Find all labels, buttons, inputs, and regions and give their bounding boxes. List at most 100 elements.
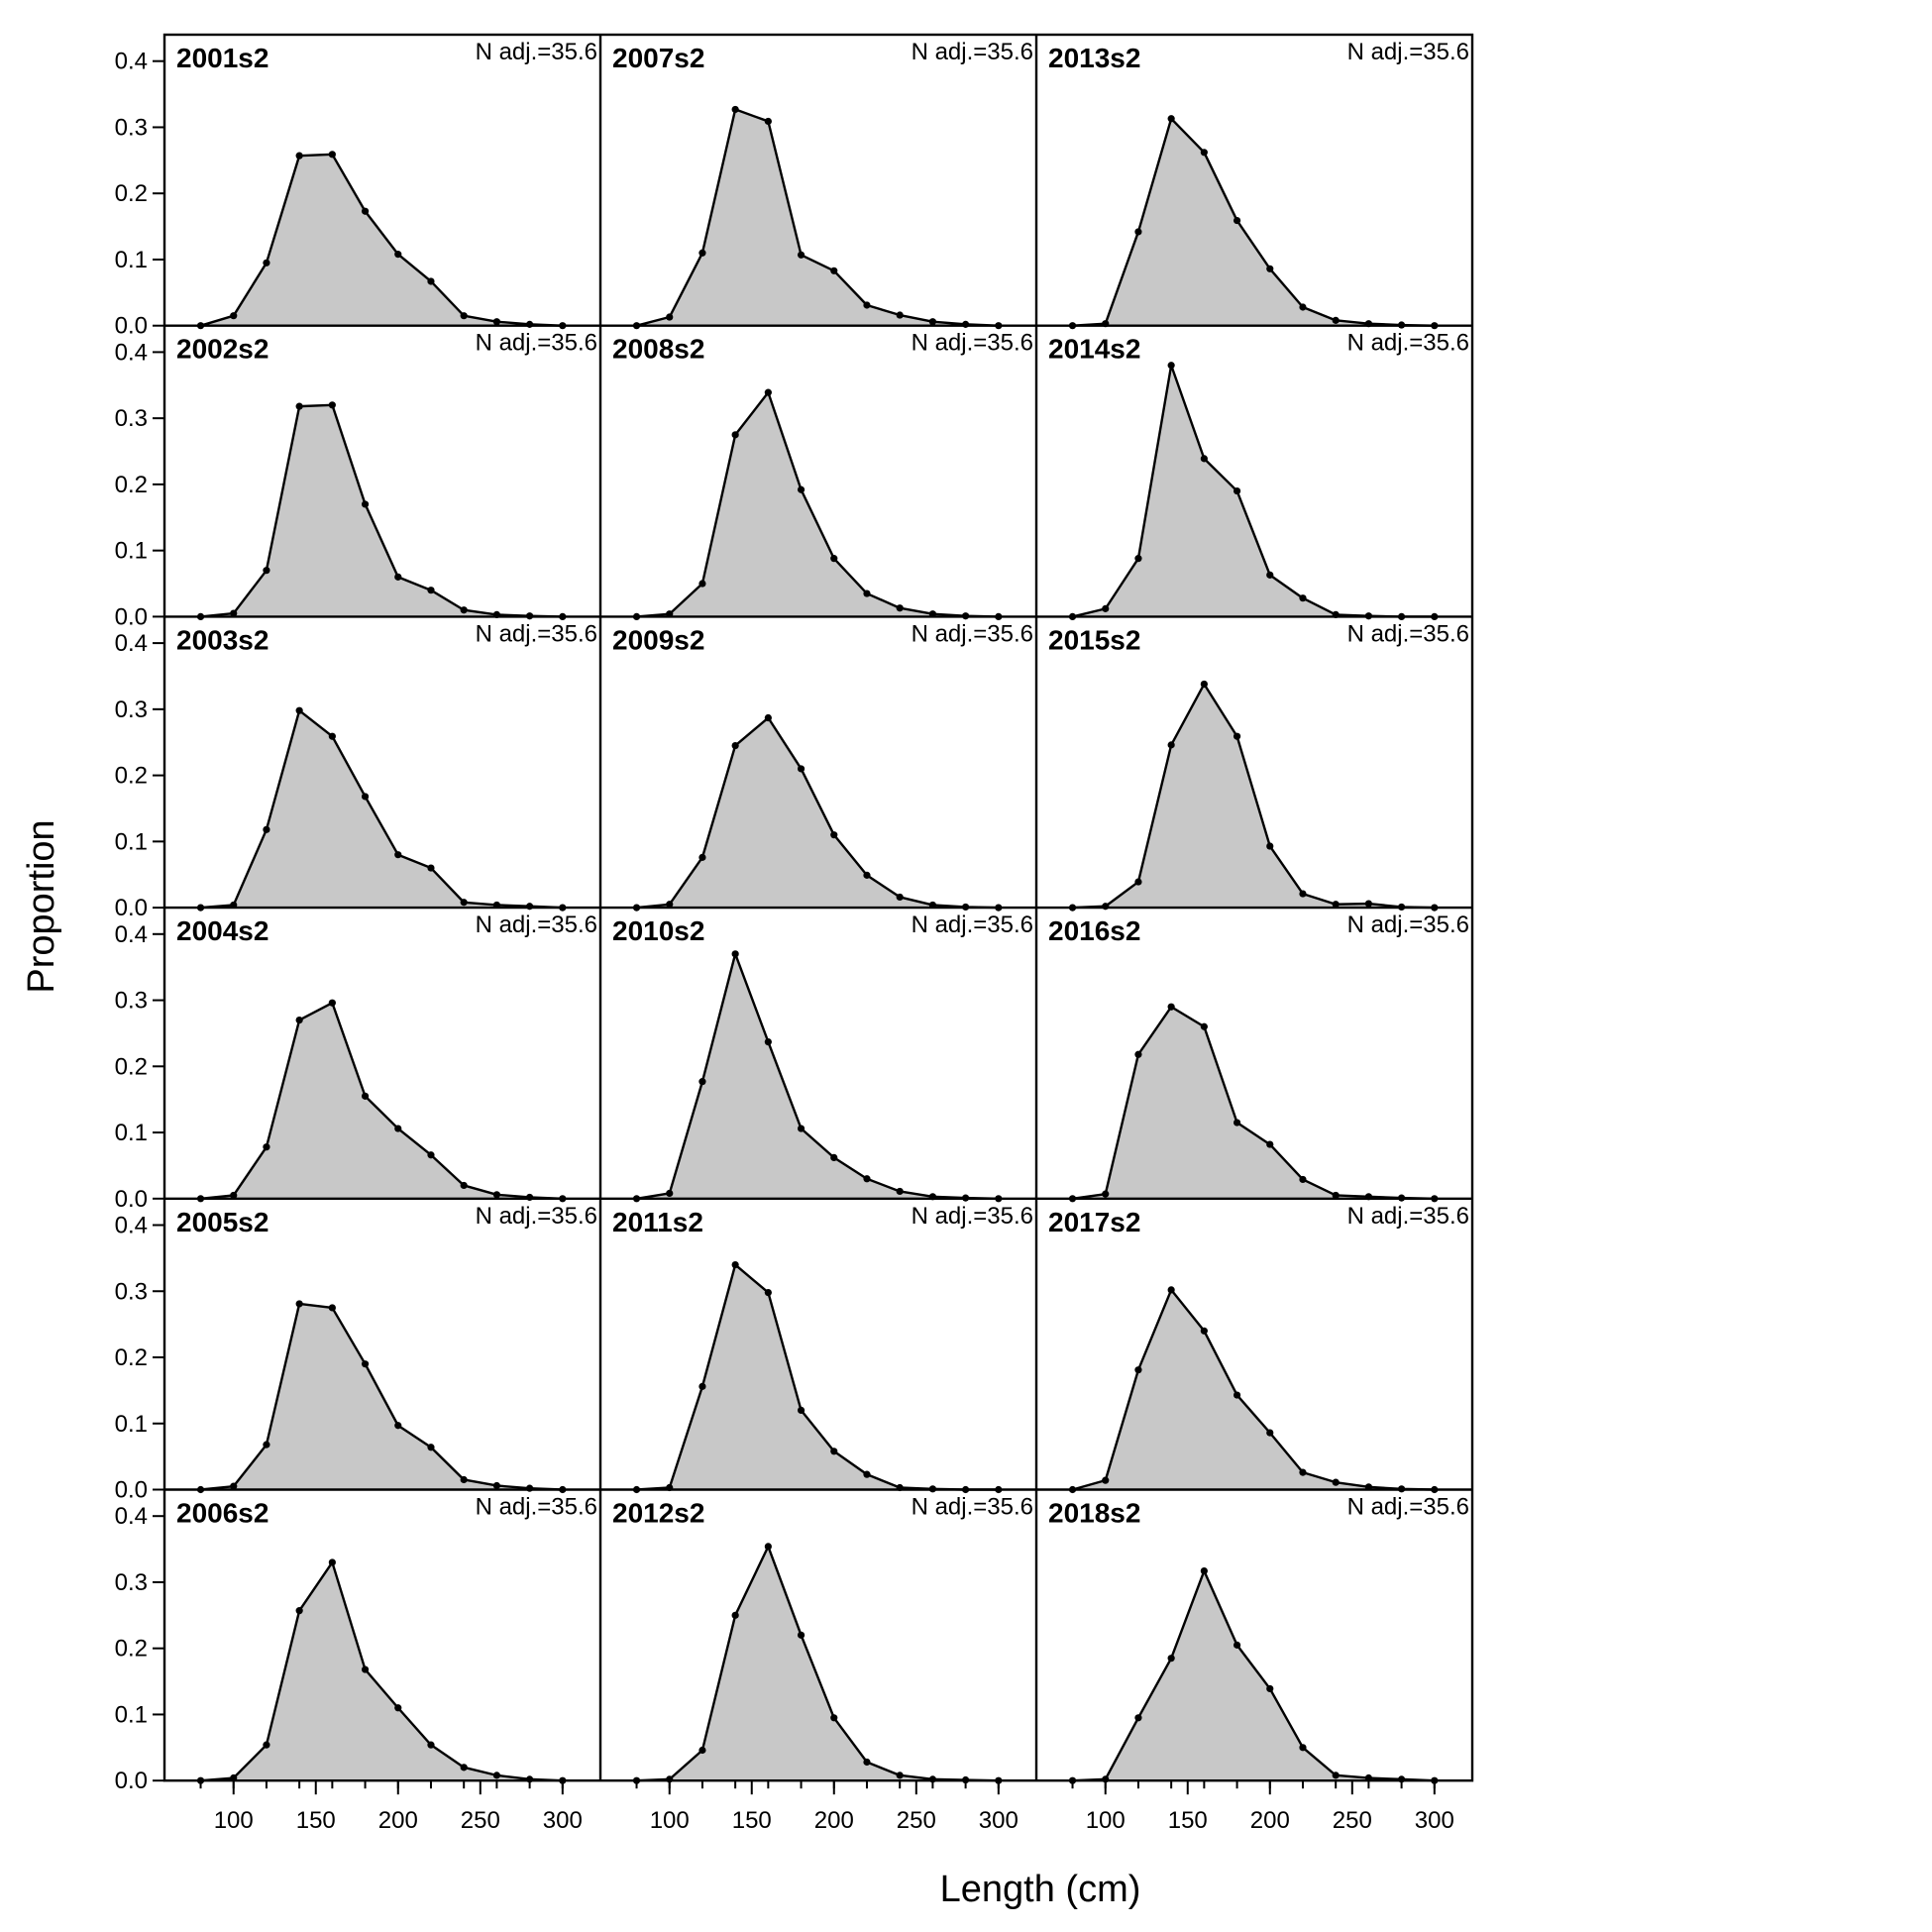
x-tick-label: 300	[543, 1807, 583, 1834]
data-point-120	[1134, 1714, 1142, 1722]
panel-2010s2: 2010s2 N adj.=35.6	[612, 912, 1033, 1203]
y-tick-label: 0.4	[115, 339, 148, 366]
panel-label: 2015s2	[1048, 624, 1140, 655]
data-point-180	[797, 485, 805, 493]
data-point-180	[361, 1360, 370, 1368]
n-adj-label: N adj.=35.6	[1347, 330, 1469, 357]
y-tick-label: 0.1	[115, 247, 148, 273]
panel-label: 2007s2	[612, 43, 704, 73]
data-point-160	[328, 401, 336, 409]
data-point-180	[1233, 732, 1241, 740]
data-point-140	[1167, 1003, 1175, 1011]
area-fill	[636, 717, 999, 909]
panel-2004s2: 2004s2 N adj.=35.6	[176, 912, 597, 1203]
data-point-200	[394, 573, 402, 581]
panel-2017s2: 2017s2 N adj.=35.6	[1048, 1203, 1469, 1494]
panel-2007s2: 2007s2 N adj.=35.6	[612, 39, 1033, 330]
area-fill	[1072, 1007, 1435, 1199]
panel-label: 2001s2	[176, 43, 268, 73]
x-tick-label: 200	[378, 1807, 418, 1834]
area-fill	[1072, 118, 1435, 326]
area-fill	[636, 1546, 999, 1781]
panel-2013s2: 2013s2 N adj.=35.6	[1048, 39, 1469, 330]
area-fill	[200, 1561, 563, 1781]
panel-label: 2012s2	[612, 1498, 704, 1529]
x-tick-label: 100	[650, 1807, 690, 1834]
n-adj-label: N adj.=35.6	[476, 39, 597, 65]
data-point-200	[1266, 265, 1274, 272]
data-point-200	[830, 555, 838, 563]
series-line	[200, 1002, 563, 1200]
data-point-200	[830, 1153, 838, 1162]
series-line	[1072, 683, 1435, 910]
data-point-180	[361, 500, 370, 508]
y-tick-label: 0.1	[115, 1411, 148, 1438]
data-point-140	[295, 402, 303, 410]
y-tick-label: 0.0	[115, 1768, 148, 1794]
data-point-240	[460, 1181, 468, 1190]
y-tick-label: 0.1	[115, 1120, 148, 1146]
data-point-100	[230, 1191, 238, 1200]
data-point-180	[797, 765, 805, 773]
panel-label: 2005s2	[176, 1207, 268, 1237]
area-fill	[636, 109, 999, 326]
data-point-160	[764, 388, 772, 396]
panel-2012s2: 2012s2 N adj.=35.6	[612, 1494, 1033, 1784]
data-point-220	[1299, 890, 1307, 898]
data-point-180	[361, 793, 370, 801]
data-point-200	[1266, 571, 1274, 579]
data-point-180	[797, 1631, 805, 1639]
panel-2018s2: 2018s2 N adj.=35.6	[1048, 1494, 1469, 1784]
y-tick-label: 0.4	[115, 921, 148, 948]
axes-layer: 0.00.10.20.30.40.00.10.20.30.40.00.10.20…	[115, 33, 1474, 1834]
data-point-160	[328, 999, 336, 1007]
y-tick-label: 0.2	[115, 180, 148, 207]
n-adj-label: N adj.=35.6	[912, 39, 1033, 65]
n-adj-label: N adj.=35.6	[476, 620, 597, 647]
y-tick-label: 0.3	[115, 697, 148, 723]
data-point-160	[328, 1558, 336, 1566]
data-point-160	[328, 1304, 336, 1312]
area-fill	[1072, 365, 1435, 617]
data-point-220	[863, 1175, 871, 1183]
panel-2014s2: 2014s2 N adj.=35.6	[1048, 330, 1469, 621]
data-point-120	[1134, 555, 1142, 563]
n-adj-label: N adj.=35.6	[912, 330, 1033, 357]
data-point-220	[427, 1151, 435, 1159]
data-point-220	[863, 1470, 871, 1478]
data-point-140	[731, 741, 739, 750]
data-point-120	[263, 567, 270, 575]
n-adj-label: N adj.=35.6	[1347, 620, 1469, 647]
data-point-160	[328, 151, 336, 159]
panel-label: 2009s2	[612, 624, 704, 655]
n-adj-label: N adj.=35.6	[912, 1203, 1033, 1230]
series-line	[636, 716, 999, 910]
data-point-220	[863, 1758, 871, 1767]
y-tick-label: 0.1	[115, 1701, 148, 1728]
data-point-200	[830, 267, 838, 274]
data-point-220	[1299, 1744, 1307, 1752]
panel-label: 2006s2	[176, 1498, 268, 1529]
data-point-120	[698, 853, 706, 861]
n-adj-label: N adj.=35.6	[476, 912, 597, 938]
panel-2005s2: 2005s2 N adj.=35.6	[176, 1203, 597, 1494]
y-tick-label: 0.3	[115, 1278, 148, 1305]
data-point-140	[731, 1611, 739, 1619]
area-fill	[636, 392, 999, 617]
y-tick-label: 0.0	[115, 603, 148, 630]
n-adj-label: N adj.=35.6	[1347, 1203, 1469, 1230]
data-point-240	[1332, 1191, 1340, 1200]
y-tick-label: 0.4	[115, 1503, 148, 1530]
data-point-180	[1233, 1119, 1241, 1127]
panel-2002s2: 2002s2 N adj.=35.6	[176, 330, 597, 621]
data-point-120	[698, 1078, 706, 1086]
x-tick-label: 100	[214, 1807, 254, 1834]
panel-2009s2: 2009s2 N adj.=35.6	[612, 620, 1033, 912]
series-line	[636, 952, 999, 1200]
data-point-240	[896, 893, 904, 902]
series-line	[1072, 1006, 1435, 1200]
data-point-100	[230, 1482, 238, 1490]
data-point-220	[1299, 303, 1307, 311]
